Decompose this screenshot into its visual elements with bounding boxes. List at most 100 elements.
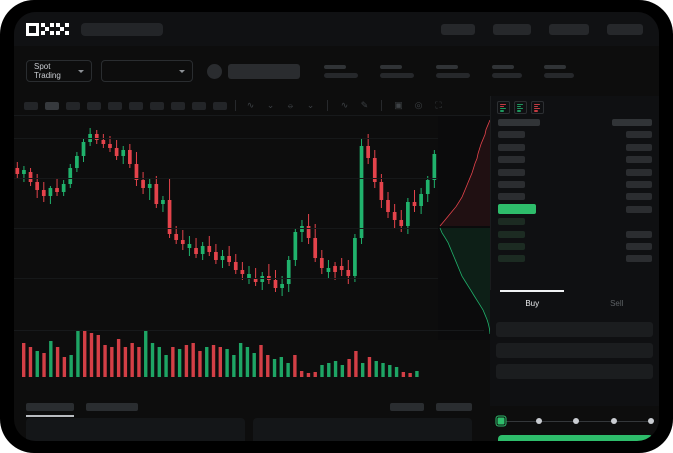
price-field[interactable]: [496, 343, 653, 358]
timeframe-button-1[interactable]: [24, 101, 38, 110]
order-form: [490, 316, 659, 406]
bottom-action-2[interactable]: [436, 403, 472, 411]
settings-gear-icon[interactable]: ◎: [414, 100, 423, 110]
volume-series: [22, 321, 419, 377]
header-nav-item-2[interactable]: [493, 23, 531, 35]
bottom-tab-2[interactable]: [86, 403, 138, 411]
bottom-action-1[interactable]: [390, 403, 424, 411]
compare-icon[interactable]: ⦵: [286, 100, 295, 110]
timeframe-button-9[interactable]: [192, 101, 206, 110]
orderbook-cell-left: [498, 242, 525, 250]
search-input[interactable]: [81, 22, 163, 36]
timeframe-button-5[interactable]: [108, 101, 122, 110]
pair-selector[interactable]: [101, 60, 193, 82]
camera-icon[interactable]: ▣: [394, 100, 403, 110]
slider-step-25[interactable]: [535, 418, 542, 424]
gridline: [14, 178, 484, 179]
timeframe-button-4[interactable]: [87, 101, 101, 110]
timeframe-button-7[interactable]: [150, 101, 164, 110]
order-book[interactable]: [490, 96, 659, 290]
bottom-pane-left[interactable]: [26, 418, 245, 441]
orderbook-cell-right: [626, 205, 652, 213]
drawing-icon[interactable]: ✎: [360, 100, 369, 110]
logo-letter-k: [41, 22, 54, 36]
stat-4-value: [492, 72, 522, 78]
orderbook-row-bid[interactable]: [491, 254, 659, 263]
orderbook-row-bid[interactable]: [491, 242, 659, 251]
orderbook-cell-left: [498, 180, 525, 188]
tab-buy[interactable]: Buy: [490, 290, 575, 316]
orderbook-row-bid[interactable]: [491, 217, 659, 226]
slider-step-100[interactable]: [648, 418, 654, 424]
orderbook-cell-left: [498, 193, 525, 201]
chevron-down-icon: [78, 69, 84, 73]
orderbook-cell-right: [626, 143, 652, 151]
candlestick-chart[interactable]: [14, 116, 484, 326]
bottom-tabs: [14, 396, 484, 418]
orderbook-row-ask[interactable]: [491, 143, 659, 152]
timeframe-button-8[interactable]: [171, 101, 185, 110]
stat-5: [544, 64, 574, 78]
tab-sell[interactable]: Sell: [610, 298, 624, 308]
chart-type-icon[interactable]: ⌄: [266, 100, 275, 110]
orderbook-row-ask[interactable]: [491, 130, 659, 139]
amount-field[interactable]: [496, 364, 653, 379]
bottom-panes: [14, 418, 484, 441]
ticker-stats: [324, 64, 574, 78]
order-type-field[interactable]: [496, 322, 653, 337]
header-nav-item-3[interactable]: [549, 23, 589, 35]
stat-2-value: [380, 72, 414, 78]
orderbook-row-ask[interactable]: [491, 192, 659, 201]
bottom-tab-1[interactable]: [26, 403, 74, 417]
bottom-pane-right[interactable]: [253, 418, 472, 441]
slider-step-75[interactable]: [610, 418, 617, 424]
pair-toolbar: Spot Trading: [14, 46, 659, 96]
orderbook-mode-both[interactable]: [497, 101, 510, 114]
timeframe-button-2[interactable]: [45, 101, 59, 110]
orderbook-cell-left: [498, 230, 525, 238]
orderbook-row-ask[interactable]: [491, 155, 659, 164]
line-tool-icon[interactable]: ∿: [340, 100, 349, 110]
orderbook-cell-left: [498, 204, 536, 215]
place-buy-order-button[interactable]: [498, 435, 653, 441]
orderbook-cell-right: [626, 180, 652, 188]
header-nav-item-1[interactable]: [441, 23, 475, 35]
stat-3: [436, 64, 470, 78]
chevron-down-icon: [179, 69, 185, 73]
orderbook-mode-bids[interactable]: [514, 101, 527, 114]
volume-chart: [14, 321, 484, 396]
stat-5-label: [544, 64, 566, 69]
orderbook-row-ask[interactable]: [491, 168, 659, 177]
trading-mode-selector[interactable]: Spot Trading: [26, 60, 92, 82]
timeframe-button-3[interactable]: [66, 101, 80, 110]
gridline: [14, 228, 484, 229]
stat-1-label: [324, 64, 346, 69]
stat-4: [492, 64, 522, 78]
timeframe-button-10[interactable]: [213, 101, 227, 110]
gridline: [14, 278, 484, 279]
timeframe-button-6[interactable]: [129, 101, 143, 110]
okx-logo[interactable]: [26, 22, 69, 36]
percent-slider[interactable]: [496, 415, 654, 427]
orderbook-cell-left: [498, 143, 525, 151]
orderbook-cell-left: [498, 131, 525, 139]
header-nav-item-4[interactable]: [607, 23, 643, 35]
toolbar-divider: [327, 100, 328, 111]
orderbook-mode-asks[interactable]: [531, 101, 544, 114]
orderbook-cell-right: [626, 131, 652, 139]
orderbook-rows: [491, 130, 659, 263]
stat-2: [380, 64, 414, 78]
timeframe-group: [24, 101, 227, 110]
orderbook-row-bid[interactable]: [491, 230, 659, 239]
stat-4-label: [492, 64, 514, 69]
slider-step-50[interactable]: [573, 418, 579, 424]
indicators-icon[interactable]: ∿: [246, 100, 255, 110]
fullscreen-icon[interactable]: ⛶: [435, 100, 442, 110]
slider-step-0[interactable]: [496, 416, 506, 426]
orderbook-row-last-price[interactable]: [491, 204, 659, 215]
depth-series: [439, 119, 491, 335]
dropdown-icon[interactable]: ⌄: [306, 100, 315, 110]
orderbook-row-ask[interactable]: [491, 180, 659, 189]
orderbook-cell-right: [626, 255, 652, 263]
